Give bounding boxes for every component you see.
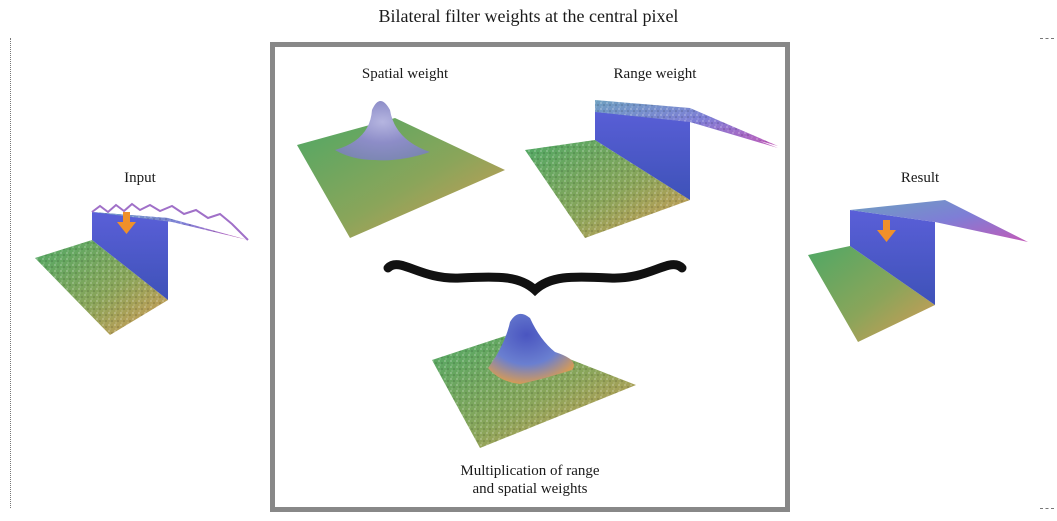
product-label-line1: Multiplication of range (460, 463, 600, 479)
range-weight-surface (525, 100, 778, 238)
input-surface (35, 202, 249, 335)
input-arrow-icon (117, 212, 136, 234)
spatial-weight-label: Spatial weight (361, 66, 449, 82)
figure-title: Bilateral filter weights at the central … (378, 6, 679, 26)
product-label: Multiplication of range and spatial weig… (380, 462, 680, 498)
result-label: Result (900, 170, 940, 186)
product-surface (432, 313, 636, 448)
range-weight-label: Range weight (613, 66, 697, 82)
right-border-top (1040, 38, 1054, 39)
input-label: Input (124, 170, 156, 186)
spatial-weight-surface (297, 101, 505, 238)
center-panel-box (270, 42, 790, 512)
left-border (10, 38, 11, 508)
curly-brace (383, 260, 687, 297)
result-surface (808, 200, 1028, 342)
right-border-bottom (1040, 508, 1054, 509)
result-arrow-icon (877, 220, 896, 242)
product-label-line2: and spatial weights (472, 481, 588, 497)
